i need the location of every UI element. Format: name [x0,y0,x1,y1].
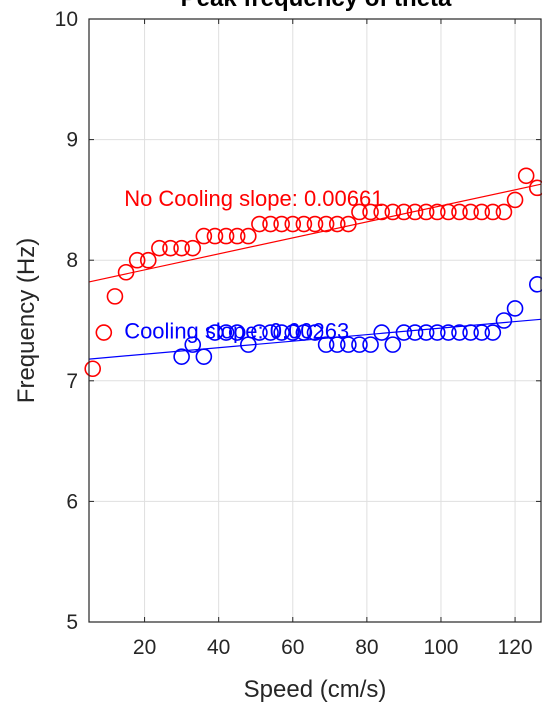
x-tick-label: 100 [423,636,458,659]
data-point [495,203,513,221]
data-point [451,324,468,341]
slope-annotation: Cooling slope: 0.00263 [124,319,349,344]
data-point [340,336,357,353]
data-point [251,215,268,233]
data-point [395,203,413,221]
data-point [117,263,135,281]
data-point [295,324,313,341]
data-point [317,215,335,233]
y-tick-label: 6 [66,490,78,513]
x-tick-label: 120 [498,636,533,659]
data-point [317,336,335,353]
data-point [306,324,324,341]
data-point [184,336,202,353]
data-point [406,203,424,221]
data-point [95,324,113,341]
data-point [84,360,102,378]
axes-box [88,18,542,623]
data-point [195,348,213,365]
data-point [284,324,302,341]
data-point [384,203,402,221]
data-point [295,215,313,233]
data-point [306,215,324,233]
x-tick-label: 60 [281,636,304,659]
data-point [406,324,424,341]
y-tick-label: 5 [66,611,78,634]
x-axis-label: Speed (cm/s) [244,676,387,703]
data-point [362,203,379,221]
data-point [340,215,357,233]
data-point [362,336,379,353]
data-point [417,203,435,221]
data-point [495,312,513,329]
data-point [128,251,146,269]
data-point [428,324,446,341]
data-point [528,179,542,197]
data-point [273,215,290,233]
data-point [373,203,390,221]
data-point [440,203,457,221]
data-point [473,203,491,221]
data-point [251,324,268,341]
axes [88,18,542,623]
data-point [217,324,235,341]
data-point [395,324,413,341]
data-point [228,324,246,341]
data-point [428,203,446,221]
y-axis-label: Frequency (Hz) [13,238,40,403]
slope-annotations: No Cooling slope: 0.00661 Cooling slope: … [124,186,383,344]
data-point [473,324,491,341]
data-point [240,336,257,353]
data-point [484,324,502,341]
data-point [451,203,468,221]
data-point [351,336,368,353]
data-point [384,336,402,353]
data-point [206,324,224,341]
x-tick-label: 40 [207,636,230,659]
data-point [284,215,302,233]
data-point [206,227,224,245]
data-point [173,348,190,365]
chart-title: Peak frequency of theta [181,0,452,12]
data-point [217,227,235,245]
plot-area [89,19,541,622]
data-point [517,167,535,185]
data-point [162,239,179,257]
data-point [273,324,290,341]
data-point [484,203,502,221]
data-point [184,239,202,257]
data-point [228,227,246,245]
data-point [106,288,124,305]
data-point [139,251,157,269]
data-point [462,203,479,221]
data-point [506,191,524,209]
data-point [151,239,168,257]
data-point [328,215,346,233]
fit-line [88,183,542,283]
x-tick-label: 80 [355,636,378,659]
data-point [440,324,457,341]
data-point [528,276,542,293]
data-point [262,324,279,341]
data-point [462,324,479,341]
data-point [262,215,279,233]
data-point [173,239,190,257]
data-point [351,203,368,221]
y-tick-label: 7 [66,370,78,393]
data-point [373,324,390,341]
data-point [328,336,346,353]
y-tick-label: 9 [66,129,78,152]
x-tick-label: 20 [133,636,156,659]
data-point [417,324,435,341]
y-tick-label: 8 [66,249,78,272]
data-point [506,300,524,317]
y-tick-label: 10 [55,8,78,31]
data-point [195,227,213,245]
data-markers [84,167,542,378]
tick-labels: 20 40 60 80 100 120 5 6 7 8 9 10 [55,8,533,659]
data-point [240,227,257,245]
slope-annotation: No Cooling slope: 0.00661 [124,186,383,211]
